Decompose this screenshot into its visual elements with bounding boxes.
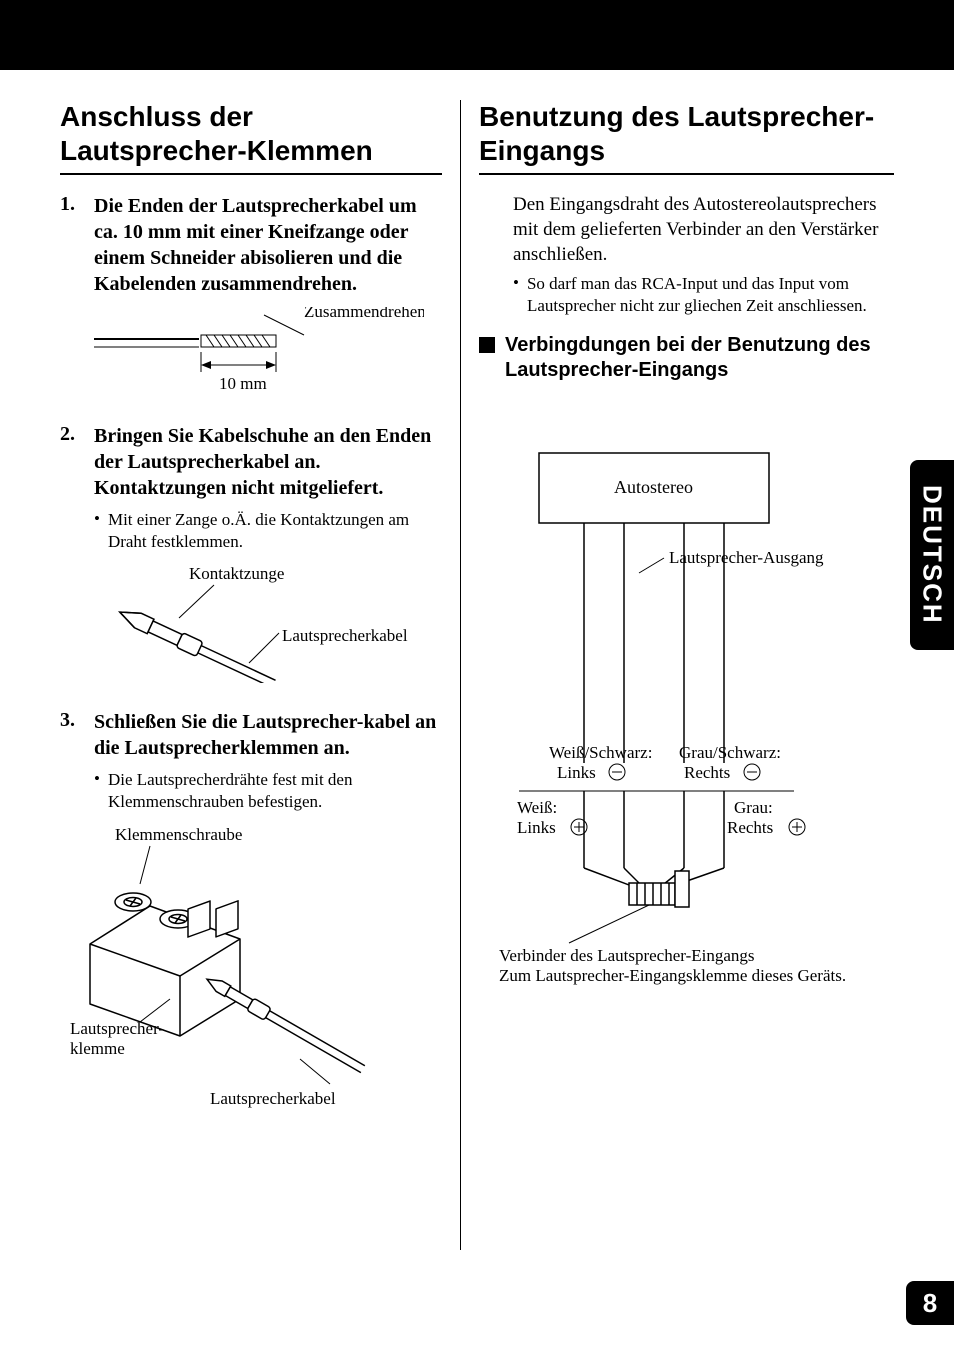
page-number: 8 xyxy=(906,1281,954,1325)
fig3-cable-label: Lautsprecherkabel xyxy=(210,1089,336,1108)
svg-text:Links: Links xyxy=(517,818,556,837)
step-3-num: 3. xyxy=(60,709,84,761)
fig2-tongue-label: Kontaktzunge xyxy=(189,564,284,583)
diagram-output-label: Lautsprecher-Ausgang xyxy=(669,548,824,567)
svg-text:Rechts: Rechts xyxy=(684,763,730,782)
step-1-text: Die Enden der Lautsprecherkabel um ca. 1… xyxy=(94,193,442,297)
square-bullet-icon xyxy=(479,337,495,353)
figure-1-svg: Zusammendrehen xyxy=(94,307,424,397)
right-column: Benutzung des Lautsprecher-Eingangs Den … xyxy=(460,100,894,1250)
fig1-twist-label: Zusammendrehen xyxy=(304,307,424,321)
right-subheading: Verbingdungen bei der Benutzung des Laut… xyxy=(479,333,894,383)
right-intro: Den Eingangsdraht des Autostereolautspre… xyxy=(513,193,894,267)
wiring-diagram-svg: Autostereo Lautsprecher-Ausgang Weiß/Sch… xyxy=(479,413,879,993)
diagram-gray: Grau: xyxy=(734,798,773,817)
page-content: Anschluss der Lautsprecher-Klemmen 1. Di… xyxy=(60,100,894,1250)
diagram-white-black: Weiß/Schwarz: xyxy=(549,743,652,762)
header-bar xyxy=(0,0,954,70)
step-2-bullet: • Mit einer Zange o.Ä. die Kontaktzungen… xyxy=(94,509,442,553)
figure-2: Kontaktzunge Lautsprecherkabel xyxy=(94,563,442,683)
left-column: Anschluss der Lautsprecher-Klemmen 1. Di… xyxy=(60,100,460,1250)
diagram-gray-black: Grau/Schwarz: xyxy=(679,743,781,762)
step-2-text: Bringen Sie Kabelschuhe an den Enden der… xyxy=(94,423,442,501)
step-2-num: 2. xyxy=(60,423,84,501)
step-3-bullet-text: Die Lautsprecherdrähte fest mit den Klem… xyxy=(108,769,442,813)
right-subheading-text: Verbingdungen bei der Benutzung des Laut… xyxy=(505,333,894,383)
language-tab: DEUTSCH xyxy=(910,460,954,650)
fig1-len-label: 10 mm xyxy=(219,374,267,393)
figure-3-svg: Klemmenschraube xyxy=(70,824,430,1114)
diagram-box-label: Autostereo xyxy=(614,477,693,497)
wiring-diagram: Autostereo Lautsprecher-Ausgang Weiß/Sch… xyxy=(479,413,894,993)
figure-2-svg: Kontaktzunge Lautsprecherkabel xyxy=(94,563,424,683)
step-2-bullet-text: Mit einer Zange o.Ä. die Kontaktzungen a… xyxy=(108,509,442,553)
step-2: 2. Bringen Sie Kabelschuhe an den Enden … xyxy=(60,423,442,501)
fig3-terminal-label-2: klemme xyxy=(70,1039,125,1058)
left-heading: Anschluss der Lautsprecher-Klemmen xyxy=(60,100,442,175)
diagram-white: Weiß: xyxy=(517,798,557,817)
diagram-left-minus: Links xyxy=(557,763,596,782)
step-3: 3. Schließen Sie die Lautsprecher-kabel … xyxy=(60,709,442,761)
right-bullet: • So darf man das RCA-Input und das Inpu… xyxy=(513,273,894,317)
bullet-dot-icon: • xyxy=(94,509,100,553)
diagram-caption-2: Zum Lautsprecher-Eingangsklemme dieses G… xyxy=(499,966,846,985)
svg-text:Links: Links xyxy=(557,763,596,782)
bullet-dot-icon: • xyxy=(94,769,100,813)
figure-1: Zusammendrehen xyxy=(94,307,442,397)
step-3-bullet: • Die Lautsprecherdrähte fest mit den Kl… xyxy=(94,769,442,813)
diagram-left-plus: Links xyxy=(517,818,556,837)
svg-text:Rechts: Rechts xyxy=(727,818,773,837)
bullet-dot-icon: • xyxy=(513,273,519,317)
figure-3: Klemmenschraube xyxy=(70,824,442,1114)
right-bullet-text: So darf man das RCA-Input und das Input … xyxy=(527,273,894,317)
diagram-right-plus: Rechts xyxy=(727,818,773,837)
step-1: 1. Die Enden der Lautsprecherkabel um ca… xyxy=(60,193,442,297)
right-heading: Benutzung des Lautsprecher-Eingangs xyxy=(479,100,894,175)
fig3-terminal-label-1: Lautsprecher- xyxy=(70,1019,164,1038)
diagram-caption-1: Verbinder des Lautsprecher-Eingangs xyxy=(499,946,755,965)
fig2-cable-label: Lautsprecherkabel xyxy=(282,626,408,645)
step-3-text: Schließen Sie die Lautsprecher-kabel an … xyxy=(94,709,442,761)
step-1-num: 1. xyxy=(60,193,84,297)
fig3-screw-label: Klemmenschraube xyxy=(115,825,242,844)
diagram-right-minus: Rechts xyxy=(684,763,730,782)
